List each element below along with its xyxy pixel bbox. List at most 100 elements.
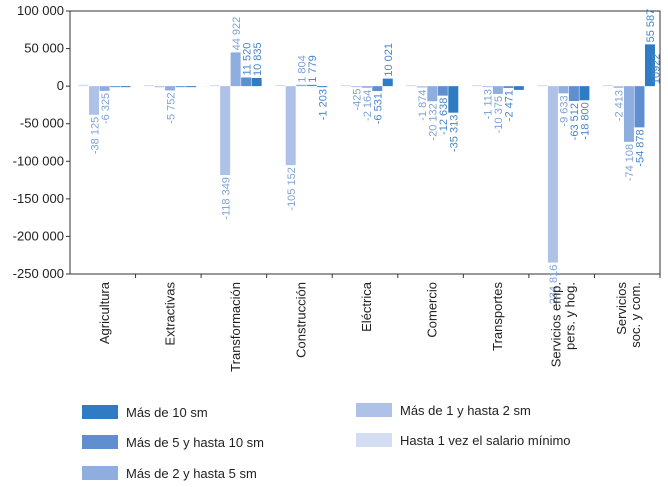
bar — [361, 86, 372, 88]
bar — [351, 86, 362, 88]
bar — [89, 86, 100, 115]
y-tick-label: -100 000 — [13, 153, 64, 168]
legend-label: Más de 2 y hasta 5 sm — [126, 466, 257, 481]
bar — [186, 86, 197, 88]
data-label: 10 021 — [383, 43, 395, 77]
data-label: -2 471 — [504, 90, 516, 121]
legend-swatch — [356, 403, 392, 417]
bar — [285, 86, 296, 166]
bar — [406, 85, 417, 87]
legend-item: Más de 1 y hasta 2 sm — [356, 403, 531, 418]
data-label: 44 922 — [231, 17, 243, 51]
data-label: -38 125 — [89, 117, 101, 154]
bar — [372, 86, 383, 92]
bar — [471, 85, 482, 87]
y-tick-label: 50 000 — [24, 41, 64, 56]
data-label: -1 203 — [317, 89, 329, 120]
y-tick-label: -150 000 — [13, 191, 64, 206]
bar — [296, 84, 307, 87]
bar — [306, 84, 317, 87]
bar — [437, 86, 448, 96]
data-label: -74 108 — [624, 144, 636, 181]
data-label: -54 878 — [635, 129, 647, 166]
data-label: 55 587 — [645, 9, 657, 43]
data-label: -118 349 — [220, 177, 232, 220]
x-category-label: Extractivas — [162, 282, 177, 346]
bar — [558, 86, 569, 94]
y-tick-label: -50 000 — [20, 116, 64, 131]
bar — [251, 78, 262, 87]
bar — [537, 85, 548, 87]
data-label: -2 413 — [614, 90, 626, 121]
bar — [220, 86, 231, 176]
bar — [634, 86, 645, 128]
bar — [154, 86, 165, 88]
data-label: 1 779 — [307, 55, 319, 83]
data-label-extra: 10922 — [650, 54, 662, 85]
bar — [230, 52, 241, 87]
bar — [340, 85, 351, 87]
bar — [175, 86, 186, 88]
bar — [602, 85, 613, 87]
bar — [623, 86, 634, 142]
y-tick-label: -200 000 — [13, 228, 64, 243]
legend-label: Más de 5 y hasta 10 sm — [126, 435, 264, 450]
legend-label: Más de 1 y hasta 2 sm — [400, 403, 531, 418]
x-category-label: Servicios — [614, 282, 629, 335]
legend-label: Hasta 1 vez el salario mínimo — [400, 433, 571, 448]
bar — [165, 86, 176, 91]
data-label: -425 — [352, 88, 364, 110]
data-label: -20 132 — [428, 103, 440, 140]
legend-swatch — [82, 466, 118, 480]
bar — [78, 84, 89, 87]
x-category-label: Eléctrica — [359, 281, 374, 332]
bar — [317, 86, 328, 88]
bar — [110, 86, 121, 88]
bar — [209, 85, 220, 87]
data-label: -1 874 — [417, 90, 429, 121]
data-label: -105 152 — [286, 167, 298, 210]
y-tick-label: -250 000 — [13, 266, 64, 281]
legend-swatch — [356, 433, 392, 447]
x-category-label: Agricultura — [97, 281, 112, 344]
bar — [120, 86, 131, 88]
bar — [416, 86, 427, 88]
bar — [579, 86, 590, 101]
bar — [503, 86, 514, 88]
x-category-label: soc. y com. — [628, 282, 643, 348]
data-label: -1 113 — [483, 89, 495, 119]
bar — [448, 86, 459, 113]
bar — [613, 86, 624, 88]
legend-item: Más de 10 sm — [82, 405, 208, 420]
data-label: -18 800 — [580, 102, 592, 139]
legend-item: Hasta 1 vez el salario mínimo — [356, 433, 571, 448]
bar — [568, 86, 579, 102]
data-label: -9 633 — [559, 95, 571, 126]
data-label: -6 531 — [373, 93, 385, 124]
x-category-label: Transportes — [490, 282, 505, 351]
bar — [492, 86, 503, 94]
x-category-label: Servicios emp. — [549, 282, 564, 367]
bar — [482, 86, 493, 88]
y-axis: 100 000 50 000 0 -50 000 -100 000 -150 000 -20… — [13, 3, 70, 281]
bar — [144, 85, 155, 87]
data-label: -2 164 — [362, 90, 374, 121]
data-label: 10 835 — [252, 42, 264, 76]
legend-swatch — [82, 405, 118, 419]
data-label: 11 520 — [241, 43, 253, 76]
data-label: -35 313 — [449, 115, 461, 152]
legend: Más de 10 sm Más de 5 y hasta 10 sm Más de… — [82, 403, 571, 481]
y-tick-label: 100 000 — [17, 3, 64, 18]
data-label: -12 638 — [438, 98, 450, 135]
bar — [275, 85, 286, 87]
x-category-label: pers. y hog. — [563, 282, 578, 350]
data-label: -63 512 — [569, 103, 581, 140]
legend-swatch — [82, 435, 118, 449]
bar — [427, 86, 438, 102]
bar — [382, 78, 393, 87]
data-label: 1 804 — [296, 55, 308, 83]
x-axis-categories: Agricultura Extractivas Transformación Cons… — [97, 274, 661, 372]
bar — [644, 44, 655, 87]
